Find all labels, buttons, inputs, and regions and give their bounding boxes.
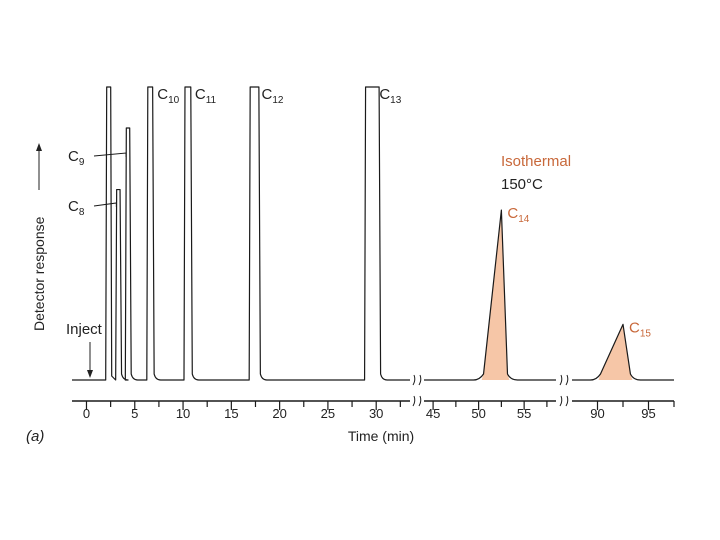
x-tick-label-15: 15 <box>224 406 238 421</box>
peak-label-c13: C13 <box>379 86 401 106</box>
y-axis-arrow-head <box>36 143 42 151</box>
trace-segment-2 <box>424 209 556 381</box>
peak-label-c15: C15 <box>629 319 651 339</box>
peak-leader-c8 <box>93 202 117 207</box>
x-tick-label-20: 20 <box>272 406 286 421</box>
x-tick-label-45: 45 <box>426 406 440 421</box>
peak-label-c14: C14 <box>507 205 529 225</box>
x-axis-title: Time (min) <box>348 428 414 444</box>
y-axis-title: Detector response <box>31 216 47 331</box>
trace-segment-1 <box>72 86 410 381</box>
x-tick-label-10: 10 <box>176 406 190 421</box>
peak-label-c8: C8 <box>68 198 85 218</box>
peak-leader-c9 <box>93 152 127 157</box>
x-tick-label-90: 90 <box>590 406 604 421</box>
isothermal-label: Isothermal <box>501 153 571 170</box>
x-tick-label-55: 55 <box>517 406 531 421</box>
x-tick-label-50: 50 <box>471 406 485 421</box>
peak-label-c9: C9 <box>68 148 85 168</box>
x-tick-labels: 0 5 10 15 20 25 30 45 50 55 90 95 <box>83 406 656 421</box>
x-tick-label-0: 0 <box>83 406 90 421</box>
axis-break-mark <box>412 394 422 408</box>
peak-label-c11: C11 <box>195 86 217 106</box>
x-tick-label-5: 5 <box>131 406 138 421</box>
chromatogram-trace-group <box>72 86 674 381</box>
peak-labels: C8 C9 C10 C11 C12 C13 C14 C15 <box>68 86 651 339</box>
peak-label-c12: C12 <box>262 86 284 106</box>
axis-break-mark <box>559 394 569 408</box>
x-axis <box>72 373 675 410</box>
temperature-label: 150°C <box>501 176 543 193</box>
axis-break-mark <box>559 373 569 387</box>
x-tick-label-95: 95 <box>641 406 655 421</box>
x-tick-label-25: 25 <box>321 406 335 421</box>
peak-fill-c15 <box>598 324 633 380</box>
inject-arrow-head <box>87 370 93 378</box>
x-tick-label-30: 30 <box>369 406 383 421</box>
panel-label: (a) <box>26 428 44 445</box>
peak-label-c10: C10 <box>157 86 179 106</box>
axis-break-mark <box>412 373 422 387</box>
inject-label: Inject <box>66 321 103 338</box>
trace-segment-3 <box>572 323 674 381</box>
y-axis-title-group: Detector response <box>31 143 47 331</box>
